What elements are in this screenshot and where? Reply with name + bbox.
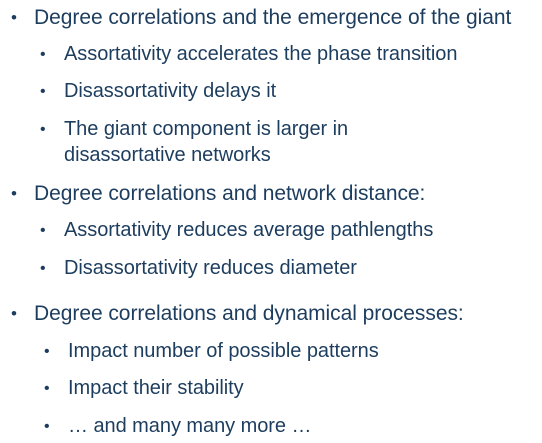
bullet-text: disassortative networks xyxy=(64,144,271,166)
bullet-dot: • xyxy=(44,418,50,435)
bullet-dot: • xyxy=(40,83,46,100)
bullet-dot: • xyxy=(40,46,46,63)
bullet-text: Disassortativity delays it xyxy=(64,80,277,102)
bullet-dot: • xyxy=(11,304,17,323)
bullet-text: Impact number of possible patterns xyxy=(68,340,379,362)
bullet-text: Disassortativity reduces diameter xyxy=(64,257,357,279)
bullet-text: Degree correlations and the emergence of… xyxy=(34,6,512,29)
bullet-text: Degree correlations and dynamical proces… xyxy=(34,302,464,325)
bullet-dot: • xyxy=(11,8,17,27)
bullet-text: The giant component is larger in xyxy=(64,118,349,140)
bullet-dot: • xyxy=(40,222,46,239)
bullet-text: Impact their stability xyxy=(68,377,244,399)
bullet-dot: • xyxy=(40,260,46,277)
bullet-text: Assortativity accelerates the phase tran… xyxy=(64,43,458,65)
bullet-dot: • xyxy=(11,184,17,203)
bullet-text: Degree correlations and network distance… xyxy=(34,182,426,205)
bullet-text: Assortativity reduces average pathlength… xyxy=(64,219,434,241)
bullet-dot: • xyxy=(44,343,50,360)
bullet-dot: • xyxy=(40,121,46,138)
bullet-text: … and many many more … xyxy=(68,415,312,437)
bullet-dot: • xyxy=(44,380,50,397)
